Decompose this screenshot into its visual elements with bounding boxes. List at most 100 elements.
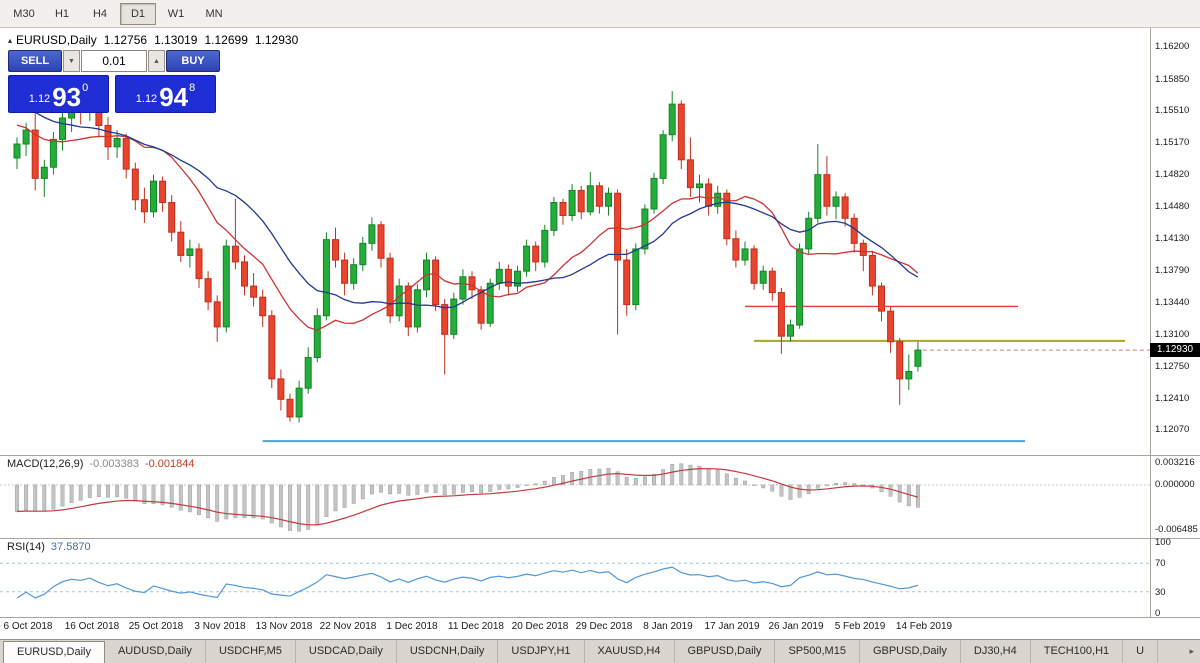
macd-histogram-bar: [342, 484, 347, 508]
chart-tab-8[interactable]: SP500,M15: [775, 640, 860, 663]
buy-button[interactable]: BUY: [166, 50, 220, 72]
chart-tab-2[interactable]: USDCHF,M5: [206, 640, 296, 663]
macd-histogram-bar: [297, 484, 302, 532]
macd-histogram-bar: [770, 484, 775, 492]
candle-body: [641, 208, 649, 250]
timeframe-toolbar: M30 H1 H4 D1 W1 MN: [0, 0, 1200, 28]
candle-body: [268, 315, 276, 380]
macd-histogram-bar: [415, 484, 420, 495]
macd-histogram-bar: [606, 467, 611, 486]
macd-histogram-bar: [688, 464, 693, 486]
volume-decrease-button[interactable]: ▼: [63, 50, 80, 72]
chart-tab-12[interactable]: U: [1123, 640, 1159, 663]
candle-body: [759, 270, 767, 284]
date-axis-label: 13 Nov 2018: [255, 621, 313, 632]
sell-button[interactable]: SELL: [8, 50, 62, 72]
macd-histogram-bar: [497, 484, 502, 490]
chart-tab-4[interactable]: USDCNH,Daily: [397, 640, 499, 663]
chart-tab-10[interactable]: DJ30,H4: [961, 640, 1031, 663]
date-axis-label: 29 Dec 2018: [575, 621, 633, 632]
price-axis-label: 1.15170: [1155, 136, 1190, 148]
chart-tab-0[interactable]: EURUSD,Daily: [3, 641, 105, 663]
candle-body: [213, 301, 221, 328]
price-axis-label: 1.12070: [1155, 424, 1190, 436]
price-axis-label: 1.13100: [1155, 328, 1190, 340]
chart-tab-6[interactable]: XAUUSD,H4: [585, 640, 675, 663]
timeframe-button-d1[interactable]: D1: [120, 2, 156, 25]
candle-body: [541, 229, 549, 263]
chart-tab-11[interactable]: TECH100,H1: [1031, 640, 1124, 663]
macd-histogram-bar: [533, 483, 538, 486]
candle-body: [486, 282, 494, 324]
macd-histogram-bar: [451, 484, 456, 495]
candle-body: [714, 192, 722, 207]
chart-tab-5[interactable]: USDJPY,H1: [498, 640, 585, 663]
candle-body: [131, 168, 139, 201]
macd-histogram-bar: [142, 484, 147, 504]
candle-body: [723, 192, 731, 240]
volume-input[interactable]: 0.01: [81, 50, 147, 72]
candle-body: [650, 177, 658, 210]
bid-price-panel[interactable]: 1.12 93 0: [8, 75, 109, 113]
candle-body: [313, 315, 321, 359]
macd-histogram-bar: [169, 484, 174, 508]
macd-histogram-bar: [33, 484, 38, 512]
macd-histogram-bar: [470, 484, 474, 492]
macd-histogram-bar: [224, 484, 229, 520]
macd-histogram-bar: [488, 484, 493, 492]
candle-body: [113, 137, 121, 148]
timeframe-button-mn[interactable]: MN: [205, 7, 223, 20]
macd-histogram-bar: [51, 484, 56, 510]
candle-body: [404, 285, 412, 328]
ask-price-panel[interactable]: 1.12 94 8: [115, 75, 216, 113]
timeframe-button-h1[interactable]: H1: [54, 7, 70, 20]
timeframe-buttons: M30 H1 H4 D1 W1 MN: [6, 2, 234, 25]
macd-histogram-bar: [697, 465, 702, 486]
candle-body: [859, 242, 867, 256]
macd-histogram-bar: [506, 484, 511, 490]
macd-histogram-bar: [133, 484, 138, 502]
macd-histogram-bar: [561, 475, 565, 486]
bid-pip-digit: 0: [82, 82, 89, 94]
chart-tab-7[interactable]: GBPUSD,Daily: [675, 640, 776, 663]
macd-histogram-bar: [524, 484, 529, 486]
macd-histogram-bar: [442, 484, 447, 496]
rsi-axis-label: 70: [1155, 558, 1166, 570]
volume-increase-button[interactable]: ▲: [148, 50, 165, 72]
candle-body: [413, 289, 421, 328]
candle-body: [514, 270, 521, 287]
candle-body: [468, 276, 476, 291]
timeframe-button-w1[interactable]: W1: [167, 7, 185, 20]
macd-histogram-bar: [269, 484, 274, 524]
macd-histogram-bar: [215, 484, 220, 522]
macd-histogram-bar: [397, 484, 402, 494]
candle-body: [741, 248, 749, 261]
candle-body: [322, 239, 330, 317]
chart-tab-9[interactable]: GBPUSD,Daily: [860, 640, 961, 663]
macd-histogram-bar: [879, 484, 884, 492]
macd-signal-value: -0.001844: [144, 458, 195, 470]
tab-scroll-right-icon[interactable]: ▸: [1189, 646, 1194, 656]
chart-tab-1[interactable]: AUDUSD,Daily: [105, 640, 206, 663]
candle-body: [787, 324, 794, 337]
date-axis-label: 11 Dec 2018: [448, 621, 504, 632]
timeframe-button-m30[interactable]: M30: [13, 7, 35, 20]
macd-histogram-bar: [278, 484, 283, 528]
macd-histogram-bar: [515, 484, 520, 488]
candle-body: [796, 248, 804, 326]
rsi-name: RSI(14): [7, 541, 45, 553]
moving-average-line: [16, 100, 919, 309]
candle-body: [659, 134, 667, 179]
bid-big-digits: 93: [52, 82, 82, 112]
candle-body: [905, 370, 913, 380]
candle-body: [204, 278, 212, 303]
candle-body: [386, 257, 394, 317]
macd-histogram-bar: [151, 484, 156, 505]
candle-body: [432, 259, 440, 306]
one-click-collapse-icon[interactable]: ▴: [8, 35, 13, 45]
timeframe-button-h4[interactable]: H4: [92, 7, 108, 20]
ohlc-open: 1.12756: [103, 33, 148, 47]
chart-tab-3[interactable]: USDCAD,Daily: [296, 640, 397, 663]
